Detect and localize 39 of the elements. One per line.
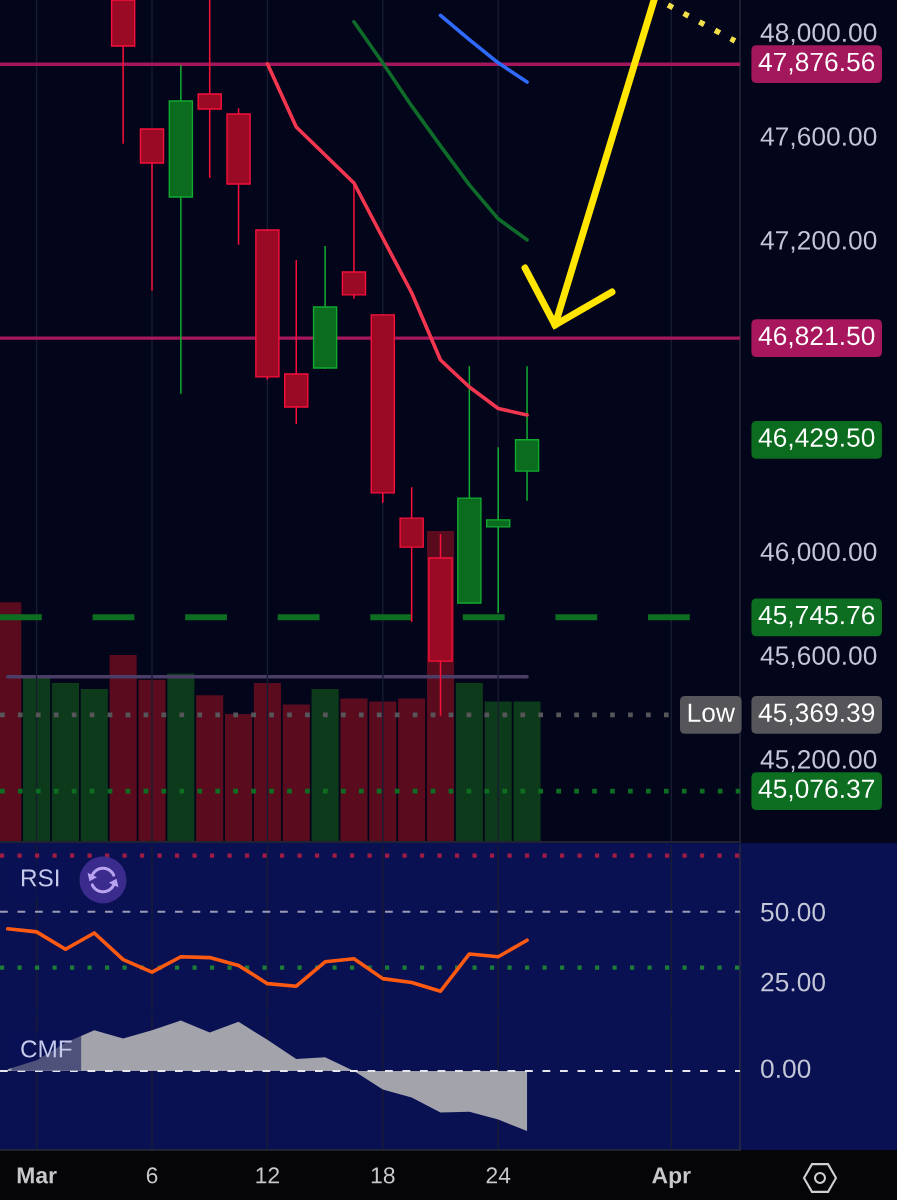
y-tick-label: 46,000.00 bbox=[760, 542, 877, 565]
ref-line-label: 45,745.76 bbox=[758, 605, 875, 628]
ref-line-label: 46,821.50 bbox=[758, 326, 875, 349]
y-tick-label: 48,000.00 bbox=[760, 23, 877, 46]
line-series bbox=[438, 13, 529, 84]
x-tick-label: Mar bbox=[17, 1167, 57, 1184]
ref-line-label: 45,369.39 bbox=[758, 703, 875, 726]
y-tick-label: 47,200.00 bbox=[760, 230, 877, 253]
text: 46,429.50 bbox=[758, 428, 875, 451]
y-tick-label: 45,600.00 bbox=[760, 646, 877, 669]
bar bbox=[398, 698, 426, 841]
annotation: Low bbox=[688, 703, 736, 723]
bar bbox=[80, 689, 108, 841]
x-tick-label: 6 bbox=[146, 1167, 158, 1184]
line-series bbox=[265, 62, 529, 417]
y-tick-label: 45,200.00 bbox=[760, 750, 877, 772]
bar bbox=[455, 682, 483, 841]
ref-line-label: 0.00 bbox=[761, 1059, 811, 1079]
bar bbox=[167, 673, 195, 841]
bar bbox=[196, 695, 224, 841]
bar bbox=[51, 682, 80, 841]
ref-line-label: 47,876.56 bbox=[758, 52, 875, 75]
x-tick-label: 12 bbox=[256, 1167, 279, 1184]
ref-line-label: 45,076.37 bbox=[758, 779, 875, 802]
bar bbox=[253, 682, 281, 841]
y-tick-label: 25.00 bbox=[761, 972, 825, 992]
candlestick bbox=[197, 0, 222, 178]
y-tick-label: 47,600.00 bbox=[760, 127, 877, 149]
line-series bbox=[5, 926, 529, 994]
x-tick-label: Apr bbox=[652, 1167, 691, 1189]
x-tick-label: 18 bbox=[371, 1167, 395, 1184]
line-series bbox=[352, 19, 529, 242]
x-tick-label: 24 bbox=[486, 1167, 511, 1184]
text: CMF bbox=[21, 1040, 72, 1058]
bar bbox=[311, 689, 339, 841]
y-tick-label: 50.00 bbox=[761, 902, 825, 922]
text: RSI bbox=[21, 869, 59, 887]
bar bbox=[224, 713, 253, 841]
bar bbox=[282, 704, 310, 841]
